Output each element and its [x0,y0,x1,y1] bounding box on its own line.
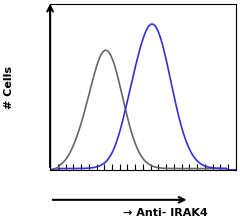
Text: → Anti- IRAK4: → Anti- IRAK4 [123,208,208,218]
Text: # Cells: # Cells [4,66,14,109]
